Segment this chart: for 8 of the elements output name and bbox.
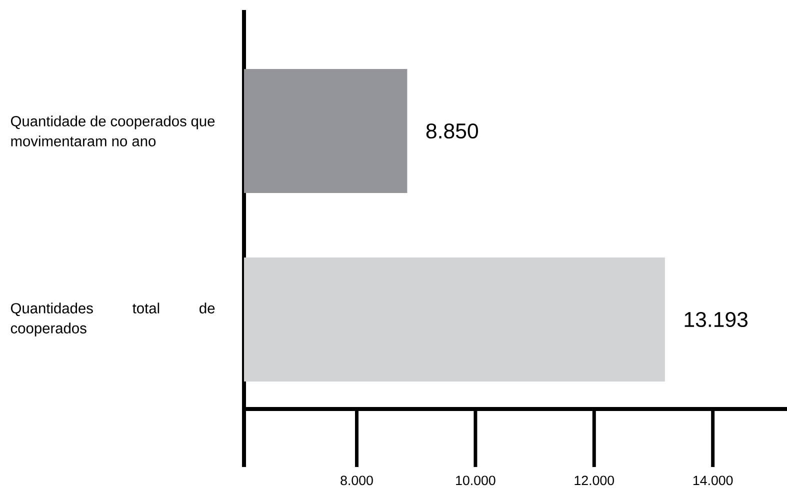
data-label: 8.850 <box>426 123 478 139</box>
data-label: 13.193 <box>684 312 748 328</box>
x-tick-label: 12.000 <box>574 476 614 486</box>
x-tick-label: 8.000 <box>340 476 373 486</box>
y-tick-label: Quantidade de cooperados que movimentaram no ano <box>10 116 215 146</box>
x-tick-label: 10.000 <box>456 476 496 486</box>
x-tick-label: 14.000 <box>693 476 733 486</box>
y-tick-label: Quantidades total de cooperados <box>10 302 215 336</box>
